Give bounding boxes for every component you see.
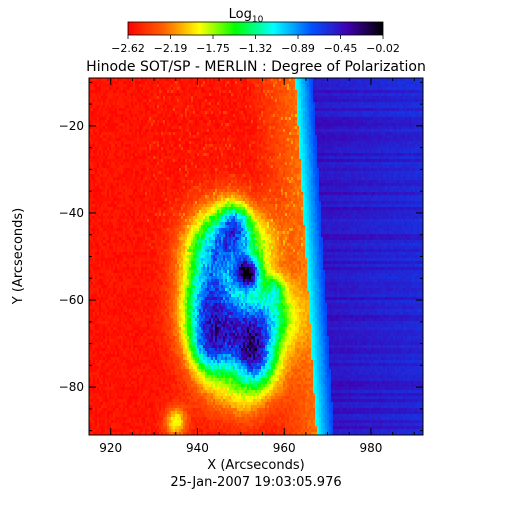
colorbar-tick-label: −1.75 xyxy=(196,42,230,55)
colorbar-tick-label: −1.32 xyxy=(239,42,273,55)
x-axis-label: X (Arcseconds) xyxy=(207,458,304,473)
heatmap-image xyxy=(89,78,423,435)
x-tick-label: 960 xyxy=(273,441,296,455)
axis-ticks: 920 940 960 980 −20 −40 −60 −80 xyxy=(59,78,423,455)
colorbar-title: Log10 xyxy=(229,7,264,25)
colorbar-tick-label: −0.02 xyxy=(366,42,400,55)
x-tick-label: 920 xyxy=(99,441,122,455)
y-tick-label: −80 xyxy=(59,380,84,394)
y-tick-label: −20 xyxy=(59,119,84,133)
colorbar-ticks: −2.62 −2.19 −1.75 −1.32 −0.89 −0.45 −0.02 xyxy=(111,35,400,55)
x-tick-label: 940 xyxy=(186,441,209,455)
y-axis-label: Y (Arcseconds) xyxy=(11,208,26,305)
colorbar xyxy=(127,21,384,36)
timestamp: 25-Jan-2007 19:03:05.976 xyxy=(170,475,341,490)
x-tick-label: 980 xyxy=(359,441,382,455)
chart-title: Hinode SOT/SP - MERLIN : Degree of Polar… xyxy=(86,59,426,75)
colorbar-tick-label: −0.45 xyxy=(324,42,358,55)
colorbar-tick-label: −2.62 xyxy=(111,42,145,55)
colorbar-tick-label: −0.89 xyxy=(281,42,315,55)
colorbar-tick-label: −2.19 xyxy=(154,42,188,55)
y-tick-label: −40 xyxy=(59,206,84,220)
y-tick-label: −60 xyxy=(59,293,84,307)
